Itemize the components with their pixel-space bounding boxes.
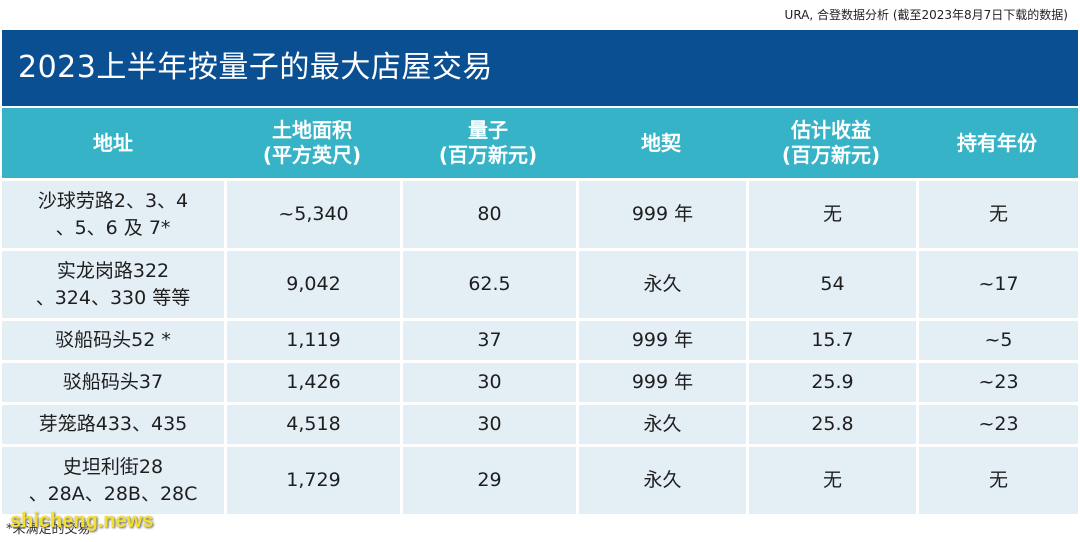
- header-tenure: 地契: [576, 108, 746, 178]
- cell-land-area: ~5,340: [224, 178, 400, 248]
- header-gain: 估计收益 (百万新元): [746, 108, 916, 178]
- header-label: 地契: [641, 130, 681, 155]
- header-label: 土地面积: [272, 118, 352, 142]
- cell-gain: 无: [746, 444, 916, 514]
- header-years: 持有年份: [916, 108, 1078, 178]
- cell-tenure: 999 年: [576, 360, 746, 402]
- address-line: 、5、6 及 7*: [55, 216, 171, 239]
- cell-quantum: 80: [400, 178, 576, 248]
- header-address: 地址: [2, 108, 224, 178]
- cell-address: 沙球劳路2、3、4 、5、6 及 7*: [2, 178, 224, 248]
- cell-land-area: 1,426: [224, 360, 400, 402]
- transactions-table: 地址 土地面积 (平方英尺) 量子 (百万新元) 地契 估计收益 (百万新元) …: [2, 108, 1078, 514]
- table-row: 沙球劳路2、3、4 、5、6 及 7* ~5,340 80 999 年 无 无: [2, 178, 1078, 248]
- header-label: 持有年份: [957, 130, 1037, 155]
- cell-address: 芽笼路433、435: [2, 402, 224, 444]
- cell-tenure: 永久: [576, 402, 746, 444]
- cell-years: ~5: [916, 318, 1078, 360]
- header-label: 量子: [468, 118, 508, 142]
- header-label: 地址: [93, 130, 133, 155]
- header-unit: (百万新元): [781, 143, 881, 167]
- cell-land-area: 9,042: [224, 248, 400, 318]
- table-row: 驳船码头52 * 1,119 37 999 年 15.7 ~5: [2, 318, 1078, 360]
- cell-years: ~23: [916, 360, 1078, 402]
- cell-gain: 无: [746, 178, 916, 248]
- address-line: 、324、330 等等: [35, 286, 191, 309]
- cell-address: 史坦利街28 、28A、28B、28C: [2, 444, 224, 514]
- cell-address: 实龙岗路322 、324、330 等等: [2, 248, 224, 318]
- table-row: 史坦利街28 、28A、28B、28C 1,729 29 永久 无 无: [2, 444, 1078, 514]
- cell-tenure: 永久: [576, 444, 746, 514]
- cell-tenure: 999 年: [576, 318, 746, 360]
- address-line: 实龙岗路322: [56, 259, 170, 282]
- header-label: 估计收益: [791, 118, 871, 142]
- cell-gain: 54: [746, 248, 916, 318]
- cell-land-area: 1,119: [224, 318, 400, 360]
- cell-address: 驳船码头52 *: [2, 318, 224, 360]
- header-land-area: 土地面积 (平方英尺): [224, 108, 400, 178]
- cell-gain: 25.9: [746, 360, 916, 402]
- table-header-row: 地址 土地面积 (平方英尺) 量子 (百万新元) 地契 估计收益 (百万新元) …: [2, 108, 1078, 178]
- address-line: 史坦利街28: [62, 455, 164, 478]
- header-unit: (平方英尺): [262, 143, 362, 167]
- cell-land-area: 4,518: [224, 402, 400, 444]
- watermark: shicheng.news: [10, 510, 154, 532]
- cell-quantum: 37: [400, 318, 576, 360]
- cell-tenure: 999 年: [576, 178, 746, 248]
- footnote: *未满足的交易: [6, 522, 91, 537]
- cell-quantum: 29: [400, 444, 576, 514]
- cell-quantum: 30: [400, 402, 576, 444]
- address-line: 沙球劳路2、3、4: [37, 189, 189, 212]
- page-title: 2023上半年按量子的最大店屋交易: [2, 30, 1078, 106]
- cell-gain: 25.8: [746, 402, 916, 444]
- cell-tenure: 永久: [576, 248, 746, 318]
- cell-years: 无: [916, 178, 1078, 248]
- table-row: 芽笼路433、435 4,518 30 永久 25.8 ~23: [2, 402, 1078, 444]
- header-unit: (百万新元): [438, 143, 538, 167]
- cell-land-area: 1,729: [224, 444, 400, 514]
- header-quantum: 量子 (百万新元): [400, 108, 576, 178]
- cell-years: ~17: [916, 248, 1078, 318]
- cell-quantum: 62.5: [400, 248, 576, 318]
- cell-years: ~23: [916, 402, 1078, 444]
- table-row: 实龙岗路322 、324、330 等等 9,042 62.5 永久 54 ~17: [2, 248, 1078, 318]
- table-row: 驳船码头37 1,426 30 999 年 25.9 ~23: [2, 360, 1078, 402]
- cell-quantum: 30: [400, 360, 576, 402]
- cell-gain: 15.7: [746, 318, 916, 360]
- address-line: 、28A、28B、28C: [28, 482, 198, 505]
- cell-years: 无: [916, 444, 1078, 514]
- source-note: URA, 合登数据分析 (截至2023年8月7日下载的数据): [784, 8, 1068, 22]
- cell-address: 驳船码头37: [2, 360, 224, 402]
